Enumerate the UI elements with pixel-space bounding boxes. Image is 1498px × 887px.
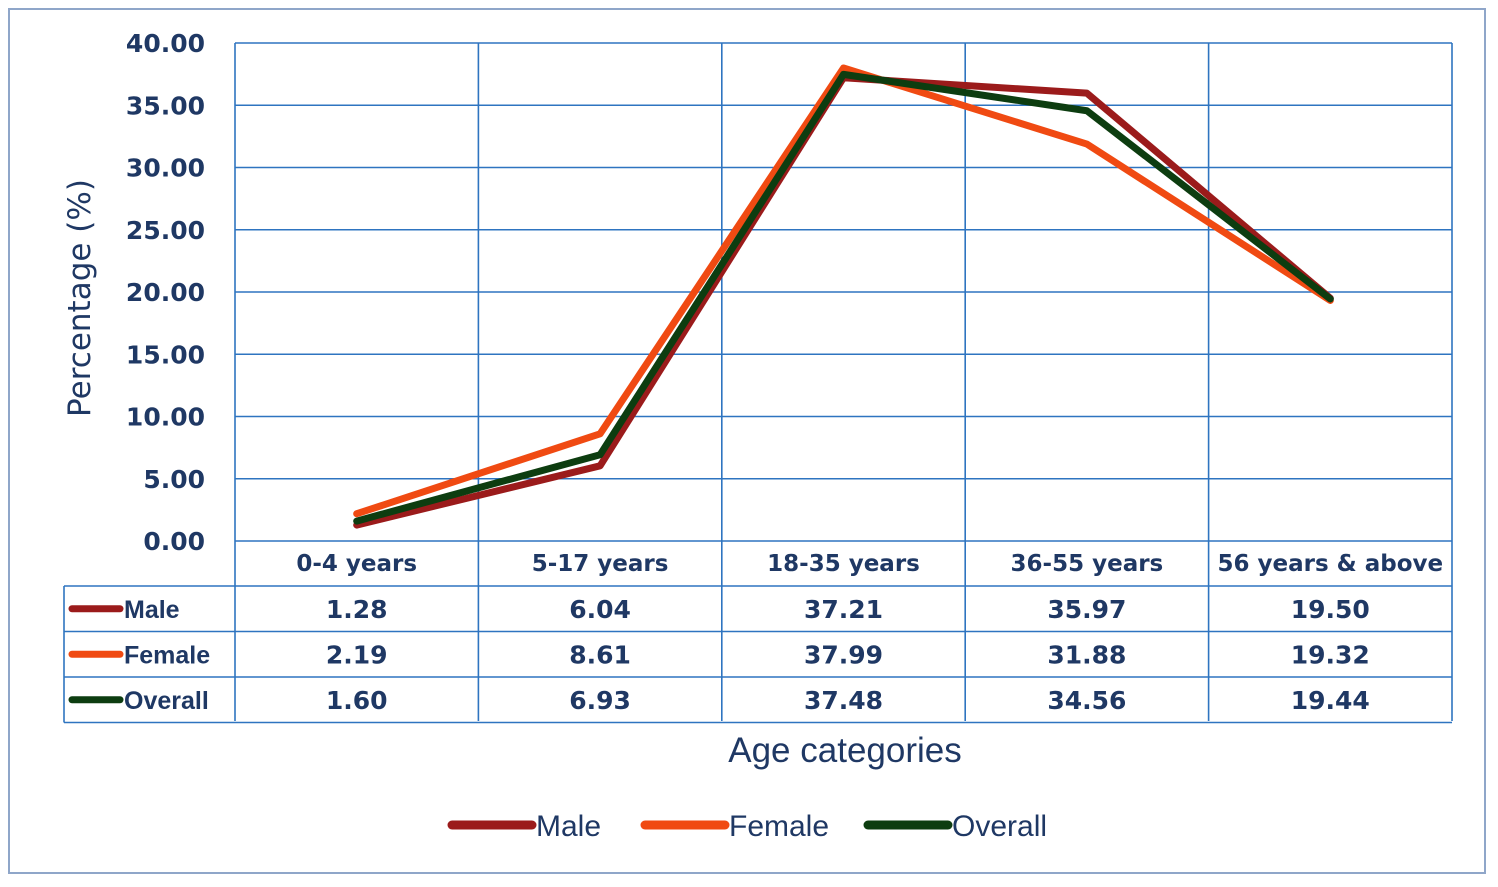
table-cell: 37.48 xyxy=(804,686,883,715)
table-cell: 6.04 xyxy=(569,595,631,624)
legend-label: Female xyxy=(729,810,829,843)
x-category-label: 56 years & above xyxy=(1217,551,1443,577)
y-axis-label: Percentage (%) xyxy=(62,179,98,417)
table-cell: 19.50 xyxy=(1291,595,1370,624)
x-category-label: 5-17 years xyxy=(532,551,669,577)
data-table: 0-4 years 5-17 years 18-35 years 36-55 year… xyxy=(63,551,1452,724)
table-cell: 1.60 xyxy=(326,686,388,715)
table-cell: 34.56 xyxy=(1047,686,1126,715)
x-category-label: 0-4 years xyxy=(296,551,417,577)
series-line-male xyxy=(353,74,1334,529)
legend-label: Overall xyxy=(952,810,1047,843)
x-category-label: 36-55 years xyxy=(1011,551,1164,577)
x-category-label: 18-35 years xyxy=(767,551,920,577)
x-axis-label: Age categories xyxy=(728,731,961,770)
table-cell: 37.21 xyxy=(804,595,883,624)
y-axis-ticks: 0.00 5.00 10.00 15.00 20.00 25.00 30.00 35.00 40… xyxy=(126,29,205,556)
table-cell: 8.61 xyxy=(569,640,631,669)
table-cell: 2.19 xyxy=(326,640,388,669)
y-tick-label: 15.00 xyxy=(126,340,205,369)
table-cell: 35.97 xyxy=(1047,595,1126,624)
y-tick-label: 30.00 xyxy=(126,154,205,183)
table-row-label: Female xyxy=(124,641,210,669)
chart-frame xyxy=(8,8,1486,874)
series-line-female xyxy=(353,64,1334,518)
table-row-label: Male xyxy=(124,596,180,624)
series-line-overall xyxy=(353,70,1334,525)
table-cell: 37.99 xyxy=(804,640,883,669)
table-cell: 1.28 xyxy=(326,595,388,624)
table-cell: 19.44 xyxy=(1291,686,1370,715)
y-tick-label: 0.00 xyxy=(143,527,205,556)
table-cell: 6.93 xyxy=(569,686,631,715)
y-tick-label: 40.00 xyxy=(126,29,205,58)
series-lines xyxy=(353,64,1334,529)
y-tick-label: 25.00 xyxy=(126,216,205,245)
table-cell: 19.32 xyxy=(1291,640,1370,669)
y-tick-label: 35.00 xyxy=(126,91,205,120)
legend-label: Male xyxy=(536,810,601,843)
table-cell: 31.88 xyxy=(1047,640,1126,669)
table-row-label: Overall xyxy=(124,687,209,715)
legend: Male Female Overall xyxy=(447,810,1047,843)
y-tick-label: 5.00 xyxy=(143,465,205,494)
y-tick-label: 10.00 xyxy=(126,403,205,432)
y-tick-label: 20.00 xyxy=(126,278,205,307)
